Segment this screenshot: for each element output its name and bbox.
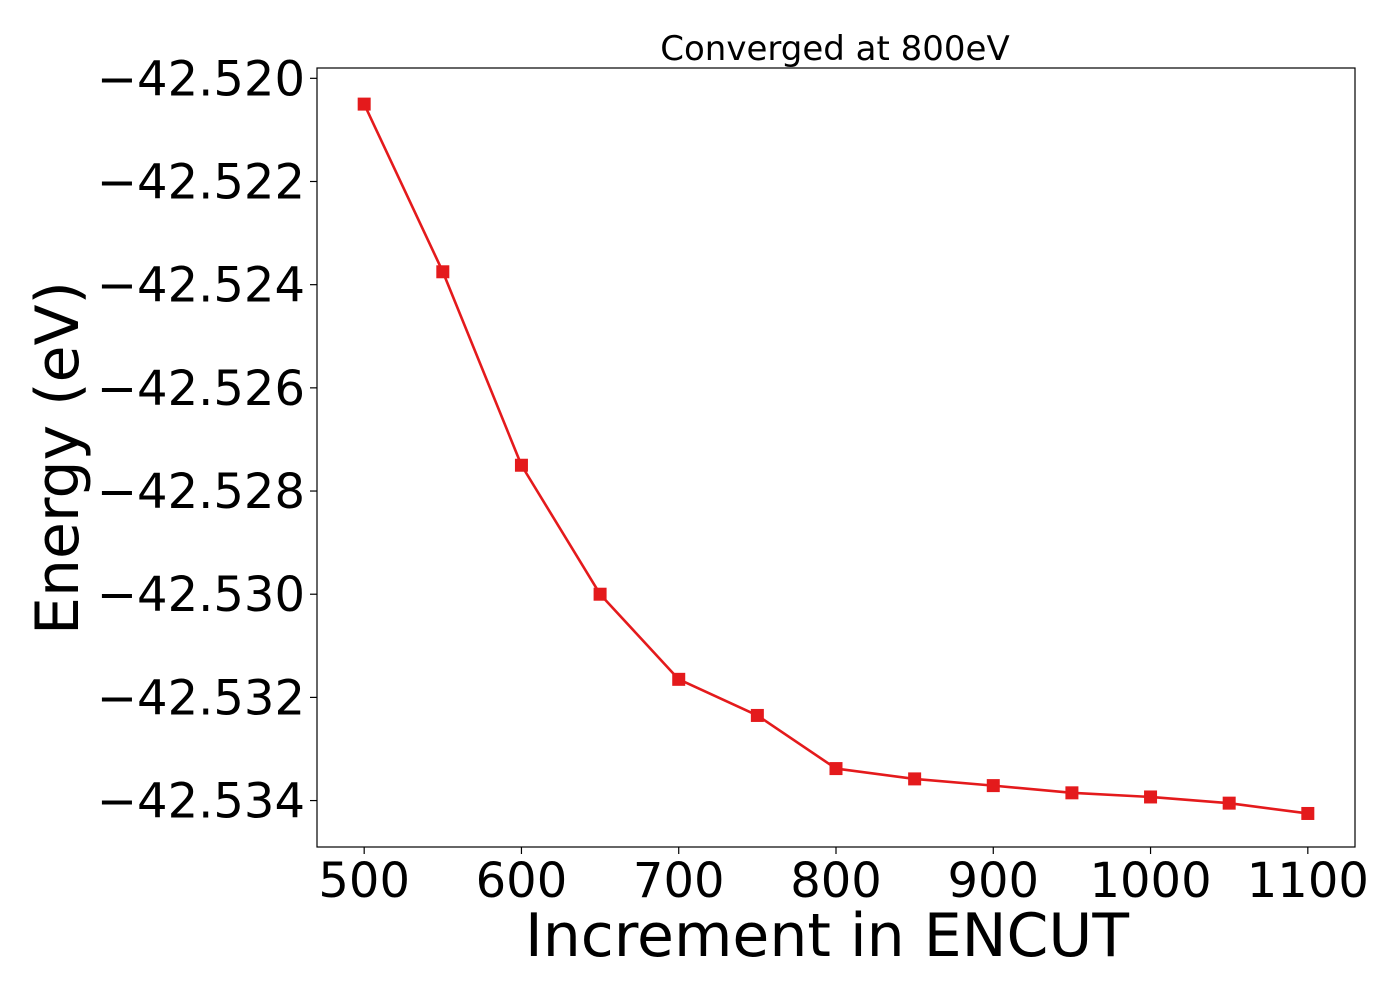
y-tick-label: −42.520	[97, 51, 305, 107]
data-point-marker	[986, 779, 1000, 793]
x-axis-label: Increment in ENCUT	[525, 901, 1129, 971]
y-tick-label: −42.530	[97, 567, 305, 623]
data-point-marker	[908, 772, 922, 786]
y-tick-label: −42.524	[97, 258, 305, 314]
x-axis-ticks: 500 600 700 800 900 1000 1100	[318, 847, 1369, 909]
series-markers	[357, 97, 1315, 820]
data-point-marker	[1144, 790, 1158, 804]
data-point-marker	[829, 762, 843, 776]
data-point-marker	[593, 587, 607, 601]
y-tick-label: −42.528	[97, 464, 305, 520]
data-point-marker	[1301, 806, 1315, 820]
y-tick-label: −42.532	[97, 670, 305, 726]
x-tick-label: 900	[947, 853, 1039, 909]
data-point-marker	[750, 708, 764, 722]
x-tick-label: 500	[318, 853, 410, 909]
data-point-marker	[1065, 786, 1079, 800]
y-tick-label: −42.522	[97, 154, 305, 210]
x-tick-label: 700	[633, 853, 725, 909]
data-point-marker	[357, 97, 371, 111]
chart-title: Converged at 800eV	[660, 29, 1009, 69]
y-tick-label: −42.534	[97, 774, 305, 830]
x-tick-label: 800	[790, 853, 882, 909]
x-tick-label: 1000	[1089, 853, 1211, 909]
y-axis-ticks: −42.520 −42.522 −42.524 −42.526 −42.528 −42.5…	[97, 51, 317, 830]
x-tick-label: 600	[476, 853, 568, 909]
y-tick-label: −42.526	[97, 361, 305, 417]
data-point-marker	[514, 458, 528, 472]
plot-frame	[316, 67, 1356, 848]
data-point-marker	[1222, 796, 1236, 810]
data-point-marker	[436, 265, 450, 279]
y-axis-label-group: Energy (eV)	[23, 281, 93, 635]
x-tick-label: 1100	[1247, 853, 1369, 909]
y-axis-label: Energy (eV)	[23, 281, 93, 635]
data-point-marker	[672, 672, 686, 686]
